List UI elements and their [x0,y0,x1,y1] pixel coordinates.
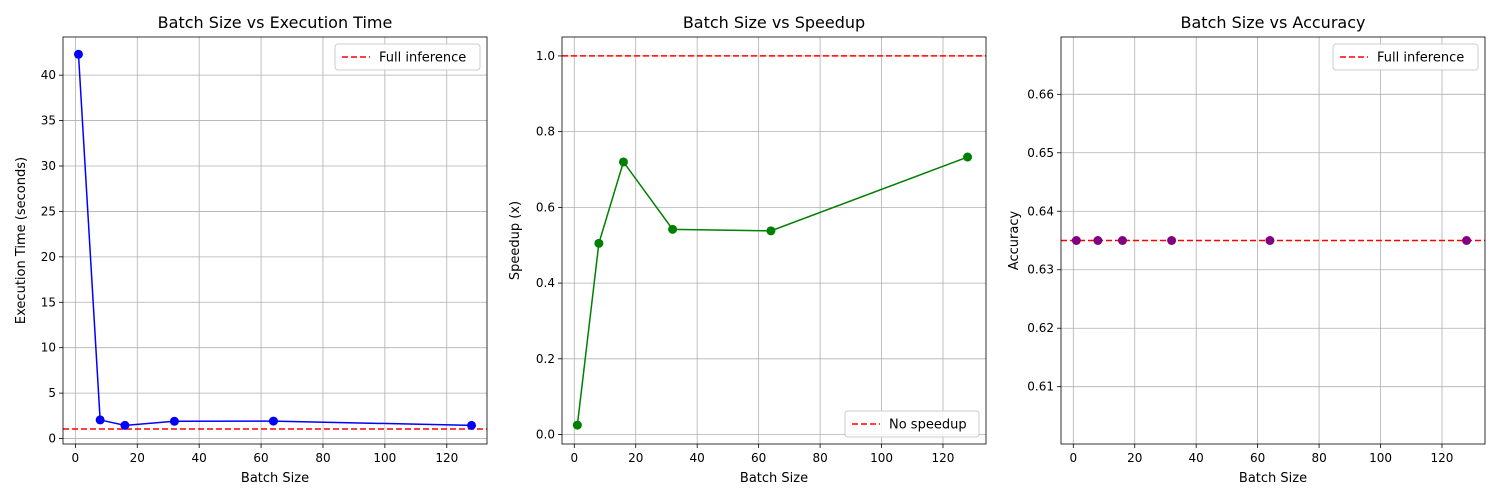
chart-title: Batch Size vs Accuracy [1181,13,1366,32]
data-point [1167,236,1177,245]
y-tick-label: 0.64 [1027,204,1054,218]
x-tick-label: 0 [1069,451,1077,465]
data-point [169,416,179,426]
data-point [963,152,973,162]
x-tick-label: 120 [1431,451,1454,465]
x-tick-label: 0 [72,451,80,465]
y-tick-label: 30 [41,159,56,173]
y-tick-label: 0.6 [536,200,555,214]
data-point [618,157,628,167]
legend: Full inference [334,43,481,71]
x-tick-label: 100 [373,451,396,465]
axes-frame [1060,36,1486,445]
data-point [572,420,582,430]
y-tick-label: 10 [41,341,56,355]
x-tick-label: 60 [751,451,766,465]
x-tick-label: 80 [1311,451,1326,465]
y-axis-label: Execution Time (seconds) [14,157,29,324]
data-point [1265,236,1275,245]
axes-frame [561,36,987,445]
subplot-1: 0 20 40 60 80 100 120 0 5 10 15 20 25 30 35 40 Batch Siz… [14,13,488,486]
data-point [268,416,278,426]
subplot-2: 0 20 40 60 80 100 120 0.0 0.2 0.4 0.6 0.8 1.0 Batch S… [508,13,987,486]
y-tick-label: 0.65 [1027,146,1054,160]
x-tick-label: 40 [690,451,705,465]
legend: Full inference [1332,43,1479,71]
y-tick-label: 35 [41,114,56,128]
data-point [1462,236,1472,245]
x-tick-label: 40 [192,451,207,465]
x-tick-label: 20 [628,451,643,465]
data-point [73,49,83,59]
y-tick-label: 1.0 [536,49,555,63]
y-tick-label: 0.2 [536,352,555,366]
y-tick-label: 0.61 [1027,380,1054,394]
legend-box [844,410,980,438]
axes-frame [62,36,488,445]
x-tick-label: 20 [130,451,145,465]
legend: No speedup [844,410,980,438]
x-tick-label: 80 [812,451,827,465]
x-tick-label: 120 [932,451,955,465]
data-point [766,226,776,236]
y-tick-label: 0.66 [1027,87,1054,101]
data-point [668,224,678,234]
x-tick-label: 40 [1189,451,1204,465]
data-point [1071,236,1081,245]
y-tick-label: 25 [41,204,56,218]
x-axis-label: Batch Size [1239,471,1307,486]
x-tick-label: 60 [1250,451,1265,465]
chart-title: Batch Size vs Speedup [683,13,865,32]
x-axis-label: Batch Size [740,471,808,486]
data-point [467,420,477,430]
data-point [95,415,105,425]
x-tick-label: 80 [315,451,330,465]
legend-label: No speedup [889,418,967,433]
data-point [594,238,604,248]
legend-label: Full inference [379,51,466,66]
y-axis-label: Speedup (x) [508,201,523,280]
y-tick-label: 0.62 [1027,321,1054,335]
x-tick-label: 120 [435,451,458,465]
x-tick-label: 100 [1369,451,1392,465]
y-tick-label: 0 [48,432,56,446]
x-tick-label: 60 [253,451,268,465]
y-tick-label: 0.8 [536,125,555,139]
chart-title: Batch Size vs Execution Time [158,13,393,32]
legend-box [1332,43,1479,71]
y-tick-label: 0.63 [1027,263,1054,277]
y-tick-label: 20 [41,250,56,264]
subplot-3: 0 20 40 60 80 100 120 0.61 0.62 0.63 0.64 0.65 0.66 B… [1007,13,1486,486]
y-tick-label: 40 [41,68,56,82]
data-point [1093,236,1103,245]
x-tick-label: 0 [570,451,578,465]
y-tick-label: 0.0 [536,428,555,442]
y-tick-label: 5 [48,386,56,400]
x-axis-label: Batch Size [241,471,309,486]
legend-box [334,43,481,71]
series-line [576,156,968,426]
series-line [77,54,472,427]
x-tick-label: 20 [1127,451,1142,465]
data-point [1117,236,1127,245]
y-tick-label: 0.4 [536,276,555,290]
x-tick-label: 100 [870,451,893,465]
y-axis-label: Accuracy [1007,211,1022,271]
legend-label: Full inference [1377,51,1464,66]
y-tick-label: 15 [41,295,56,309]
data-point [120,420,130,430]
